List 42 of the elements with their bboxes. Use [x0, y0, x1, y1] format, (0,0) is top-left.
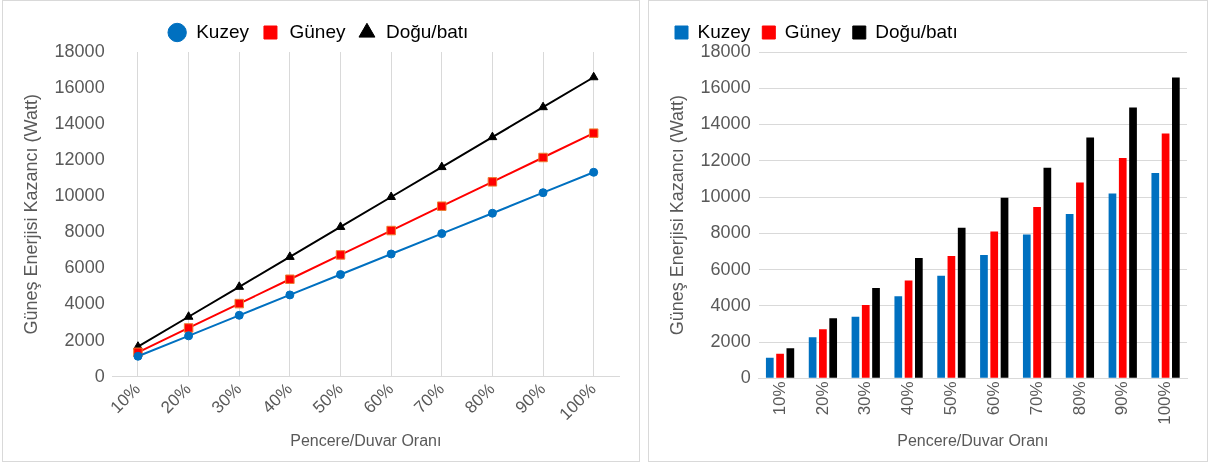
- y-tick-label: 0: [740, 367, 751, 388]
- y-tick-label: 8000: [710, 222, 751, 243]
- x-tick-label: 70%: [410, 379, 448, 418]
- y-tick-label: 16000: [700, 77, 751, 98]
- y-tick-label: 14000: [54, 113, 105, 134]
- x-axis-title: Pencere/Duvar Oranı: [290, 431, 442, 449]
- x-tick-label: 100%: [1155, 381, 1175, 425]
- x-tick-label: 90%: [1112, 381, 1132, 416]
- x-tick-label: 40%: [258, 379, 297, 418]
- y-tick-label: 4000: [64, 293, 105, 314]
- x-tick-label: 50%: [941, 381, 961, 416]
- y-tick-label: 4000: [710, 294, 751, 315]
- x-tick-label: 60%: [983, 381, 1003, 416]
- x-tick-label: 80%: [1069, 381, 1089, 416]
- y-tick-label: 8000: [64, 221, 105, 242]
- y-tick-label: 6000: [64, 257, 105, 278]
- legend-label: Güney: [784, 20, 842, 42]
- x-tick-label: 40%: [898, 381, 918, 416]
- y-tick-label: 14000: [700, 113, 751, 134]
- y-axis-title: Güneş Enerjisi Kazancı (Watt): [666, 94, 687, 336]
- legend-label: Doğu/batı: [875, 20, 958, 42]
- x-tick-label: 60%: [359, 379, 398, 418]
- y-tick-label: 12000: [54, 149, 105, 170]
- y-tick-label: 2000: [710, 331, 751, 352]
- y-tick-label: 16000: [54, 77, 105, 98]
- x-axis-title: Pencere/Duvar Oranı: [897, 431, 1049, 449]
- legend-label: Güney: [289, 20, 346, 42]
- y-tick-label: 6000: [710, 258, 751, 279]
- x-tick-label: 20%: [812, 381, 832, 416]
- legend-label: Doğu/batı: [385, 20, 469, 42]
- y-tick-label: 18000: [54, 40, 105, 61]
- y-tick-label: 10000: [700, 186, 751, 206]
- x-tick-label: 70%: [1026, 381, 1046, 416]
- x-tick-label: 30%: [855, 381, 875, 416]
- y-tick-label: 2000: [64, 329, 105, 350]
- y-tick-label: 12000: [700, 149, 751, 170]
- y-axis-title: Güneş Enerjisi Kazancı (Watt): [20, 94, 41, 335]
- legend-label: Kuzey: [697, 20, 751, 42]
- y-tick-label: 0: [94, 365, 105, 386]
- legend-label: Kuzey: [196, 20, 250, 42]
- x-tick-label: 10%: [769, 381, 789, 416]
- y-tick-label: 10000: [54, 185, 105, 206]
